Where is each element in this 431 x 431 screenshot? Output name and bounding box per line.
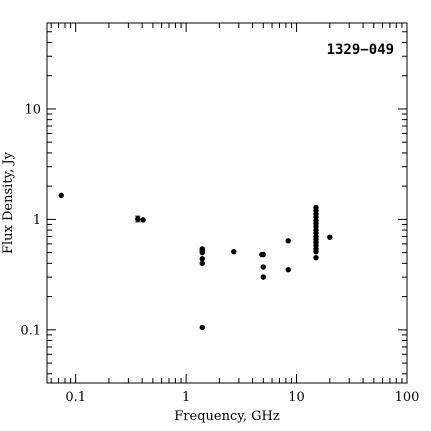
data-point [260,264,267,270]
tick-labels: 0.1 1 10 100 0.1 1 10 [20,102,419,405]
x-axis-label: Frequency, GHz [174,409,280,424]
x-tick-label: 0.1 [65,390,86,405]
chart-title: 1329−049 [327,42,394,58]
y-tick-label: 1 [33,213,41,228]
x-tick-label: 10 [288,390,305,405]
data-point [58,192,64,199]
data-point [135,216,141,222]
data-point [199,256,205,262]
data-point [327,234,333,240]
data-points [58,192,333,331]
data-point [260,274,267,280]
axis-ticks [47,22,408,383]
y-tick-label: 10 [24,102,41,117]
data-point [285,267,291,273]
data-point [260,251,267,258]
data-point [313,254,319,261]
data-point [199,324,205,331]
data-point [140,217,146,223]
data-point [199,260,205,267]
x-tick-label: 100 [395,390,420,405]
y-tick-label: 0.1 [20,323,41,338]
y-axis-label: Flux Density, Jy [1,151,16,254]
data-point [313,248,319,255]
plot-frame [46,22,408,384]
data-point [199,249,205,256]
data-point [285,238,291,244]
data-point [231,248,237,255]
x-tick-label: 1 [182,390,190,405]
